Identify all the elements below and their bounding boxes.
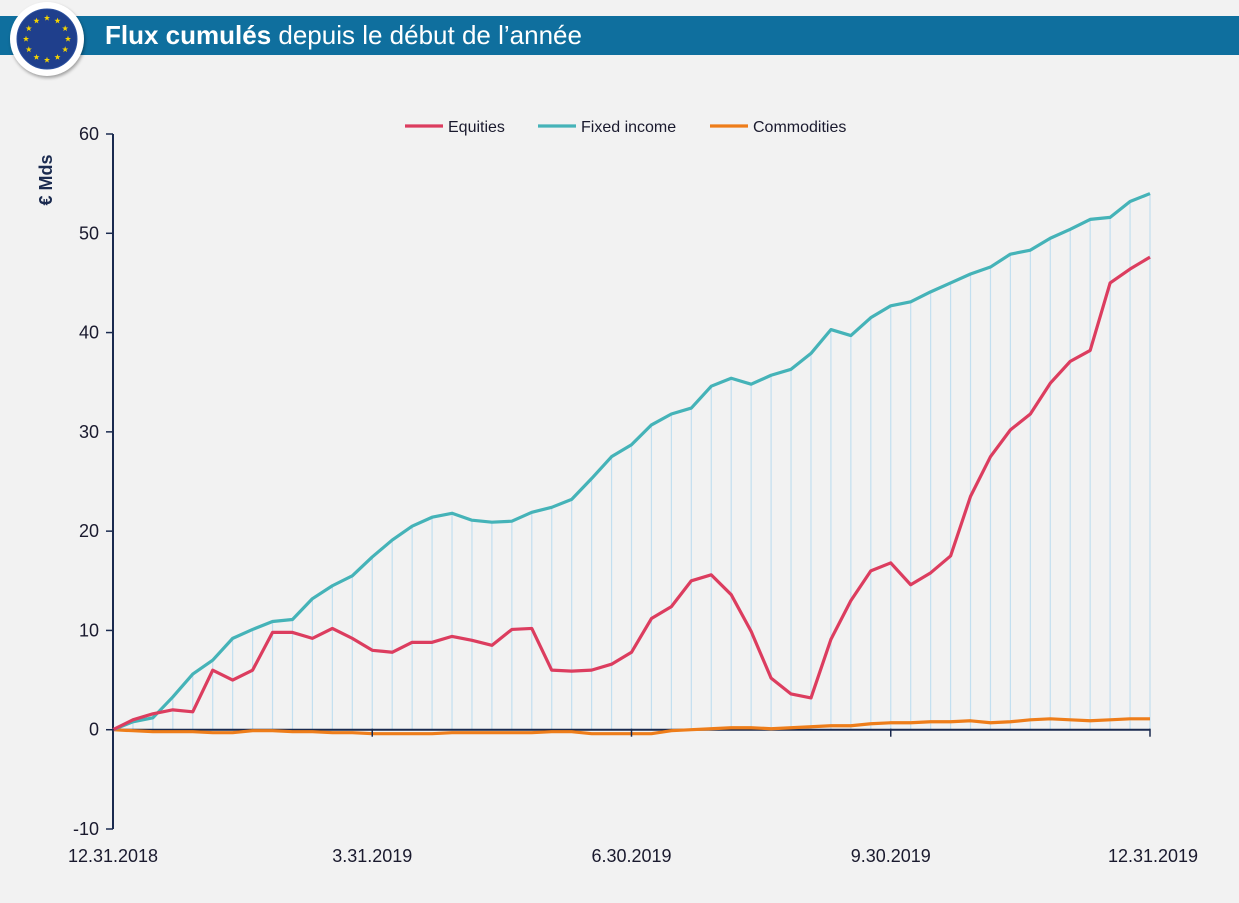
- eu-star: [43, 14, 51, 21]
- series-line-equities: [112, 255, 1151, 732]
- eu-star: [54, 17, 61, 24]
- y-tick-label: 0: [89, 720, 99, 740]
- eu-star: [64, 35, 72, 42]
- y-axis-ticks: -10 0 10 20 30 40 50 60: [73, 124, 113, 839]
- x-axis-ticks: 12.31.2018 3.31.2019 6.30.2019 9.30.2019 12.…: [68, 728, 1198, 866]
- y-tick-label: 40: [79, 323, 99, 343]
- eu-stars-logo-icon: [10, 2, 84, 76]
- series-line-fixed-income: [112, 192, 1151, 732]
- eu-star: [25, 46, 32, 53]
- legend-label: Equities: [448, 119, 505, 136]
- legend-label: Fixed income: [581, 119, 676, 136]
- x-tick-label: 3.31.2019: [332, 846, 412, 866]
- page-title: Flux cumulés depuis le début de l’année: [105, 20, 582, 51]
- eu-star: [54, 53, 61, 60]
- eu-star: [62, 25, 69, 32]
- eu-star: [33, 53, 40, 60]
- x-tick-label: 12.31.2019: [1108, 846, 1198, 866]
- eu-stars-icon: [16, 8, 78, 70]
- header-bar: Flux cumulés depuis le début de l’année: [0, 16, 1239, 55]
- y-tick-label: 10: [79, 620, 99, 640]
- x-tick-label: 9.30.2019: [851, 846, 931, 866]
- x-tick-label: 6.30.2019: [591, 846, 671, 866]
- eu-star: [62, 46, 69, 53]
- legend: Equities Fixed income Commodities: [405, 119, 846, 136]
- page-title-bold: Flux cumulés: [105, 20, 272, 50]
- eu-star: [33, 17, 40, 24]
- y-tick-label: 20: [79, 521, 99, 541]
- y-tick-label: 50: [79, 223, 99, 243]
- y-tick-label: 60: [79, 124, 99, 144]
- legend-label: Commodities: [753, 119, 846, 136]
- y-tick-label: -10: [73, 819, 99, 839]
- eu-star: [22, 35, 30, 42]
- y-axis-label: € Mds: [36, 154, 56, 205]
- y-tick-label: 30: [79, 422, 99, 442]
- eu-star: [43, 56, 51, 63]
- page-title-rest: depuis le début de l’année: [271, 20, 582, 50]
- eu-star: [25, 25, 32, 32]
- vertical-gridlines: [132, 193, 1151, 730]
- x-tick-label: 12.31.2018: [68, 846, 158, 866]
